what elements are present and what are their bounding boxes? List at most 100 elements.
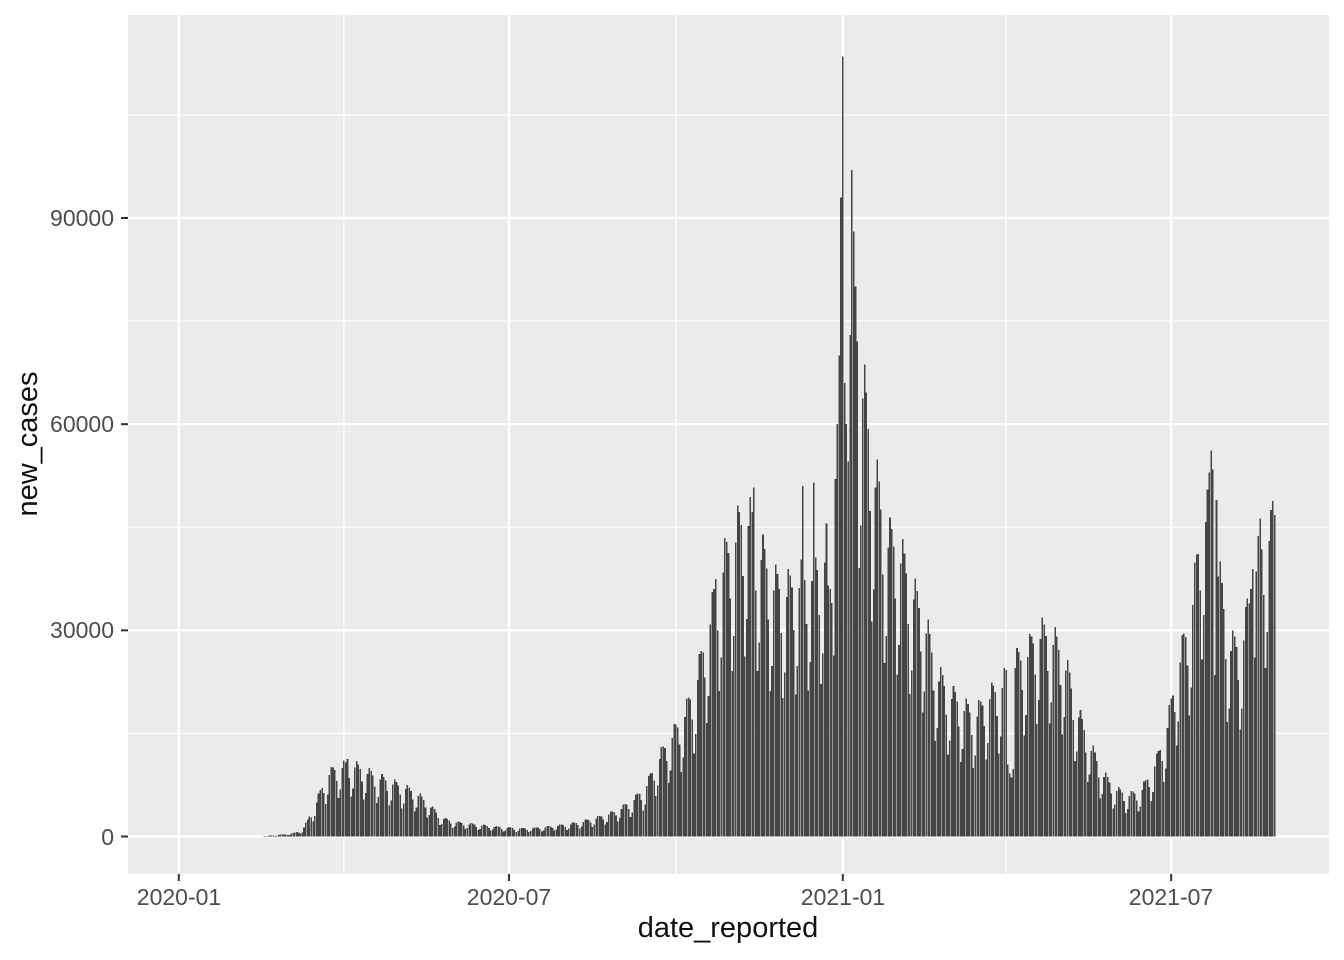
bar bbox=[1146, 779, 1149, 837]
bar bbox=[462, 825, 465, 837]
bar bbox=[872, 589, 875, 837]
bar bbox=[500, 828, 503, 837]
bar bbox=[912, 599, 915, 837]
bar bbox=[745, 619, 748, 837]
bar bbox=[1210, 450, 1212, 837]
bar bbox=[783, 672, 786, 837]
bar bbox=[1112, 808, 1114, 837]
bar bbox=[488, 827, 490, 837]
bar bbox=[929, 634, 931, 837]
bar bbox=[716, 630, 719, 837]
bar bbox=[849, 334, 851, 837]
bar bbox=[729, 598, 732, 837]
bar bbox=[399, 794, 401, 837]
bar bbox=[417, 796, 420, 837]
bar bbox=[566, 829, 568, 837]
bar bbox=[413, 811, 416, 837]
bar bbox=[1110, 793, 1113, 837]
bar bbox=[1036, 723, 1038, 837]
bar bbox=[718, 691, 721, 837]
bar bbox=[843, 382, 846, 837]
bar bbox=[1063, 717, 1065, 837]
bar bbox=[1019, 660, 1022, 837]
bar bbox=[415, 807, 418, 837]
bar bbox=[678, 744, 681, 837]
bar bbox=[923, 691, 926, 837]
bar bbox=[802, 486, 804, 837]
bar bbox=[762, 534, 764, 837]
bar bbox=[504, 830, 507, 837]
bar bbox=[1117, 786, 1120, 837]
bar bbox=[725, 542, 728, 837]
bar bbox=[506, 827, 508, 837]
bar bbox=[693, 753, 695, 837]
bar bbox=[774, 564, 777, 837]
bar bbox=[493, 826, 496, 837]
bar bbox=[548, 826, 550, 837]
bar bbox=[1271, 501, 1274, 837]
bar bbox=[1164, 768, 1167, 837]
bar bbox=[1023, 735, 1026, 837]
bar bbox=[720, 657, 723, 837]
bar bbox=[916, 590, 918, 837]
bar bbox=[290, 833, 293, 837]
bar bbox=[1039, 639, 1042, 837]
bar bbox=[1155, 753, 1158, 837]
bar bbox=[446, 818, 449, 837]
bar bbox=[763, 548, 766, 837]
bar bbox=[597, 816, 599, 837]
bar bbox=[880, 509, 882, 837]
bar bbox=[1159, 750, 1162, 837]
y-tick-label: 60000 bbox=[50, 411, 114, 437]
bar bbox=[988, 699, 991, 837]
bar bbox=[266, 835, 269, 837]
bar bbox=[419, 793, 421, 837]
bar bbox=[1230, 650, 1232, 837]
bar bbox=[459, 822, 461, 837]
bar bbox=[1065, 670, 1067, 837]
bar bbox=[560, 824, 563, 837]
bar bbox=[856, 341, 859, 837]
bar bbox=[1025, 715, 1027, 837]
bar bbox=[306, 819, 309, 837]
bar bbox=[520, 827, 523, 837]
bar bbox=[1183, 633, 1185, 837]
bar bbox=[1241, 708, 1243, 837]
bar bbox=[519, 828, 521, 837]
bar bbox=[1215, 499, 1218, 837]
bar bbox=[633, 800, 635, 837]
bar bbox=[773, 590, 775, 837]
bar bbox=[823, 562, 826, 837]
bar bbox=[1175, 745, 1178, 837]
bar bbox=[275, 835, 278, 837]
bar bbox=[938, 681, 940, 837]
bar bbox=[528, 831, 530, 837]
bar bbox=[1088, 774, 1091, 837]
bar bbox=[569, 824, 572, 837]
bar bbox=[397, 785, 400, 837]
bar bbox=[805, 623, 808, 837]
bar bbox=[486, 825, 489, 837]
bar bbox=[1047, 671, 1049, 837]
bar bbox=[1177, 721, 1180, 837]
bar bbox=[959, 762, 962, 837]
bar bbox=[974, 755, 977, 837]
bar bbox=[1072, 720, 1074, 837]
bar bbox=[294, 832, 296, 837]
bar bbox=[655, 795, 657, 837]
bar bbox=[649, 773, 652, 837]
bar bbox=[901, 539, 904, 837]
bar bbox=[945, 714, 947, 837]
bar bbox=[582, 821, 585, 837]
bar bbox=[662, 746, 664, 837]
bar bbox=[631, 812, 634, 837]
bar bbox=[1203, 614, 1205, 837]
bar bbox=[301, 832, 303, 837]
y-tick-label: 30000 bbox=[50, 617, 114, 643]
bar bbox=[1010, 777, 1013, 837]
bar bbox=[1030, 636, 1033, 837]
bar bbox=[744, 656, 746, 837]
bar bbox=[965, 698, 967, 837]
bar bbox=[395, 781, 398, 837]
bar bbox=[1212, 469, 1214, 837]
